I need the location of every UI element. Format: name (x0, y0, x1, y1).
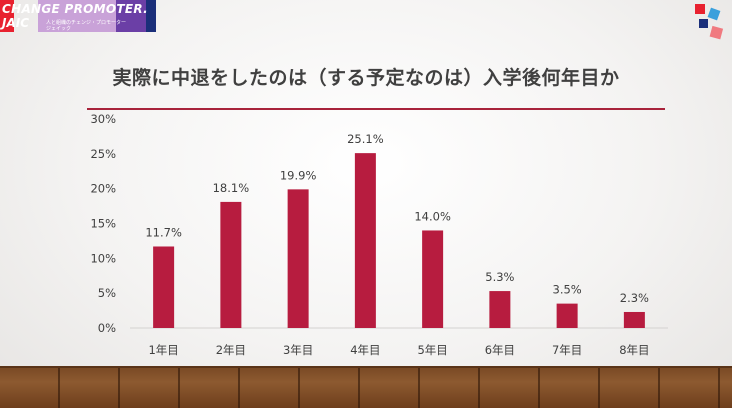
floor-edge (0, 366, 732, 369)
logo-red-block (0, 0, 14, 32)
x-tick-label: 6年目 (485, 343, 515, 357)
x-tick-label: 1年目 (148, 343, 178, 357)
logo-navy-block (146, 0, 156, 32)
bar-value-label: 14.0% (414, 209, 451, 223)
slide-title: 実際に中退をしたのは（する予定なのは）入学後何年目か (112, 67, 620, 89)
bar (489, 291, 511, 328)
y-tick-label: 20% (90, 182, 116, 196)
y-tick-label: 10% (90, 251, 116, 265)
bar-value-label: 18.1% (213, 181, 250, 195)
y-tick-label: 25% (90, 147, 116, 161)
bar (623, 311, 645, 328)
y-tick-label: 30% (90, 112, 116, 126)
x-tick-label: 5年目 (417, 343, 447, 357)
x-tick-label: 3年目 (283, 343, 313, 357)
x-tick-label: 4年目 (350, 343, 380, 357)
y-tick-label: 5% (98, 286, 116, 300)
logo-subtext-1: 人と組織のチェンジ・プロモーター (46, 20, 127, 26)
x-tick-label: 8年目 (619, 343, 649, 357)
logo-subtext-2: ジェイック (46, 26, 72, 32)
logo-text-line2: JAIC (2, 16, 30, 30)
wooden-floor (0, 368, 732, 408)
y-tick-label: 15% (90, 217, 116, 231)
bar (422, 230, 444, 328)
bar (220, 201, 242, 328)
y-tick-label: 0% (98, 321, 116, 335)
bar-value-label: 19.9% (280, 168, 317, 182)
x-tick-label: 2年目 (216, 343, 246, 357)
bar-value-label: 11.7% (145, 225, 182, 239)
bar-value-label: 5.3% (485, 270, 514, 284)
brand-logo: CHANGE PROMOTER. JAIC 人と組織のチェンジ・プロモーター ジ… (0, 0, 156, 32)
x-tick-label: 7年目 (552, 343, 582, 357)
bar-value-label: 25.1% (347, 132, 384, 146)
bar (556, 303, 578, 328)
bar-value-label: 2.3% (620, 291, 649, 305)
logo-pink-block (38, 0, 116, 32)
logo-purple-block (116, 0, 146, 32)
logo-text-line1: CHANGE PROMOTER. (2, 2, 148, 16)
bar (354, 153, 376, 328)
bar (287, 189, 309, 328)
decorative-squares-icon (695, 4, 724, 40)
title-underline (87, 108, 665, 110)
bar (153, 246, 175, 328)
bar-value-label: 3.5% (553, 283, 582, 297)
